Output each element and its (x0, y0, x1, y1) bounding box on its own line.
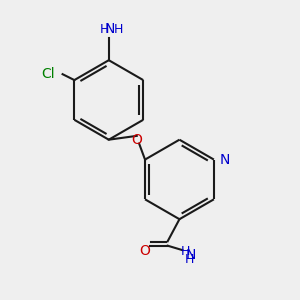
Text: H: H (185, 253, 194, 266)
Text: H: H (114, 23, 124, 36)
Text: Cl: Cl (42, 67, 55, 81)
Text: N: N (185, 248, 196, 262)
Text: N: N (105, 22, 116, 36)
Text: O: O (139, 244, 150, 258)
Text: H: H (99, 23, 109, 36)
Text: O: O (131, 133, 142, 147)
Text: N: N (220, 153, 230, 166)
Text: H: H (181, 245, 190, 258)
